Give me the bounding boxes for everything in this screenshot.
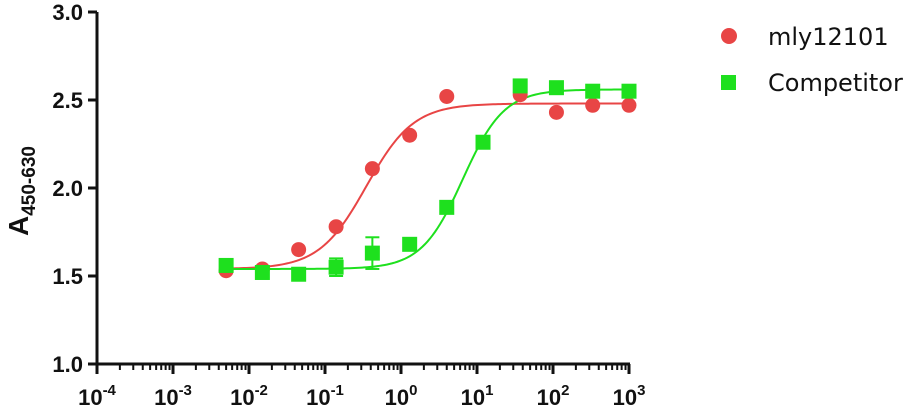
legend-label-mly12101: mly12101: [768, 23, 889, 51]
data-point-competitor: [328, 259, 344, 275]
x-tick-base: 10: [230, 385, 254, 409]
x-tick-label: 10-3: [154, 382, 192, 409]
data-point-mly12101: [585, 97, 601, 113]
y-axis-title-sub: 450-630: [19, 146, 40, 216]
data-point-competitor: [291, 266, 307, 282]
x-tick-label: 103: [613, 382, 646, 409]
y-tick-label: 3.0: [52, 0, 83, 25]
legend-label-competitor: Competitor: [768, 69, 903, 97]
data-point-competitor: [621, 83, 637, 99]
x-tick-exponent: -2: [255, 382, 268, 399]
data-point-competitor: [218, 257, 234, 273]
x-tick-exponent: -1: [331, 382, 344, 399]
data-point-competitor: [548, 80, 564, 96]
data-points: [218, 78, 637, 282]
x-tick-label: 10-2: [230, 382, 268, 409]
fit-curve-competitor: [226, 88, 629, 270]
legend-marker-square: [721, 75, 736, 90]
x-tick-exponent: -4: [103, 382, 117, 399]
x-tick-base: 10: [613, 385, 637, 409]
data-point-competitor: [254, 264, 270, 280]
data-point-competitor: [475, 134, 491, 150]
y-tick-label: 1.0: [52, 352, 83, 377]
tick-marks: [88, 10, 631, 374]
legend: mly12101 Competitor: [721, 23, 903, 97]
x-tick-base: 10: [537, 385, 561, 409]
y-tick-label: 2.0: [52, 176, 83, 201]
x-tick-exponent: -3: [179, 382, 192, 399]
x-tick-exponent: 2: [561, 382, 569, 399]
x-tick-exponent: 0: [409, 382, 417, 399]
data-point-mly12101: [439, 88, 455, 104]
legend-marker-circle: [721, 28, 737, 44]
x-tick-exponent: 1: [485, 382, 493, 399]
x-tick-label: 100: [385, 382, 418, 409]
y-axis-title-main: A: [3, 216, 34, 236]
x-tick-base: 10: [306, 385, 330, 409]
fit-curve-mly12101: [226, 102, 629, 270]
data-point-competitor: [585, 83, 601, 99]
legend-item-competitor: Competitor: [721, 69, 903, 97]
x-tick-label: 10-4: [78, 382, 116, 409]
data-point-mly12101: [402, 127, 418, 143]
data-point-mly12101: [621, 97, 637, 113]
x-tick-base: 10: [461, 385, 485, 409]
data-point-competitor: [402, 236, 418, 252]
x-tick-base: 10: [78, 385, 102, 409]
x-tick-label: 102: [537, 382, 570, 409]
y-tick-label: 2.5: [52, 88, 83, 113]
axes: [95, 12, 630, 366]
data-point-mly12101: [291, 242, 307, 258]
data-point-competitor: [439, 199, 455, 215]
data-point-mly12101: [328, 219, 344, 235]
x-tick-base: 10: [154, 385, 178, 409]
data-point-competitor: [512, 78, 528, 94]
data-point-mly12101: [364, 161, 380, 177]
x-tick-label: 101: [461, 382, 494, 409]
fit-curves: [226, 88, 629, 270]
x-tick-label: 10-1: [306, 382, 344, 409]
y-axis-title: A450-630: [3, 146, 40, 236]
data-point-mly12101: [548, 104, 564, 120]
y-tick-label: 1.5: [52, 264, 83, 289]
data-point-competitor: [364, 245, 380, 261]
x-tick-base: 10: [385, 385, 409, 409]
x-tick-exponent: 3: [637, 382, 645, 399]
legend-item-mly12101: mly12101: [721, 23, 889, 51]
